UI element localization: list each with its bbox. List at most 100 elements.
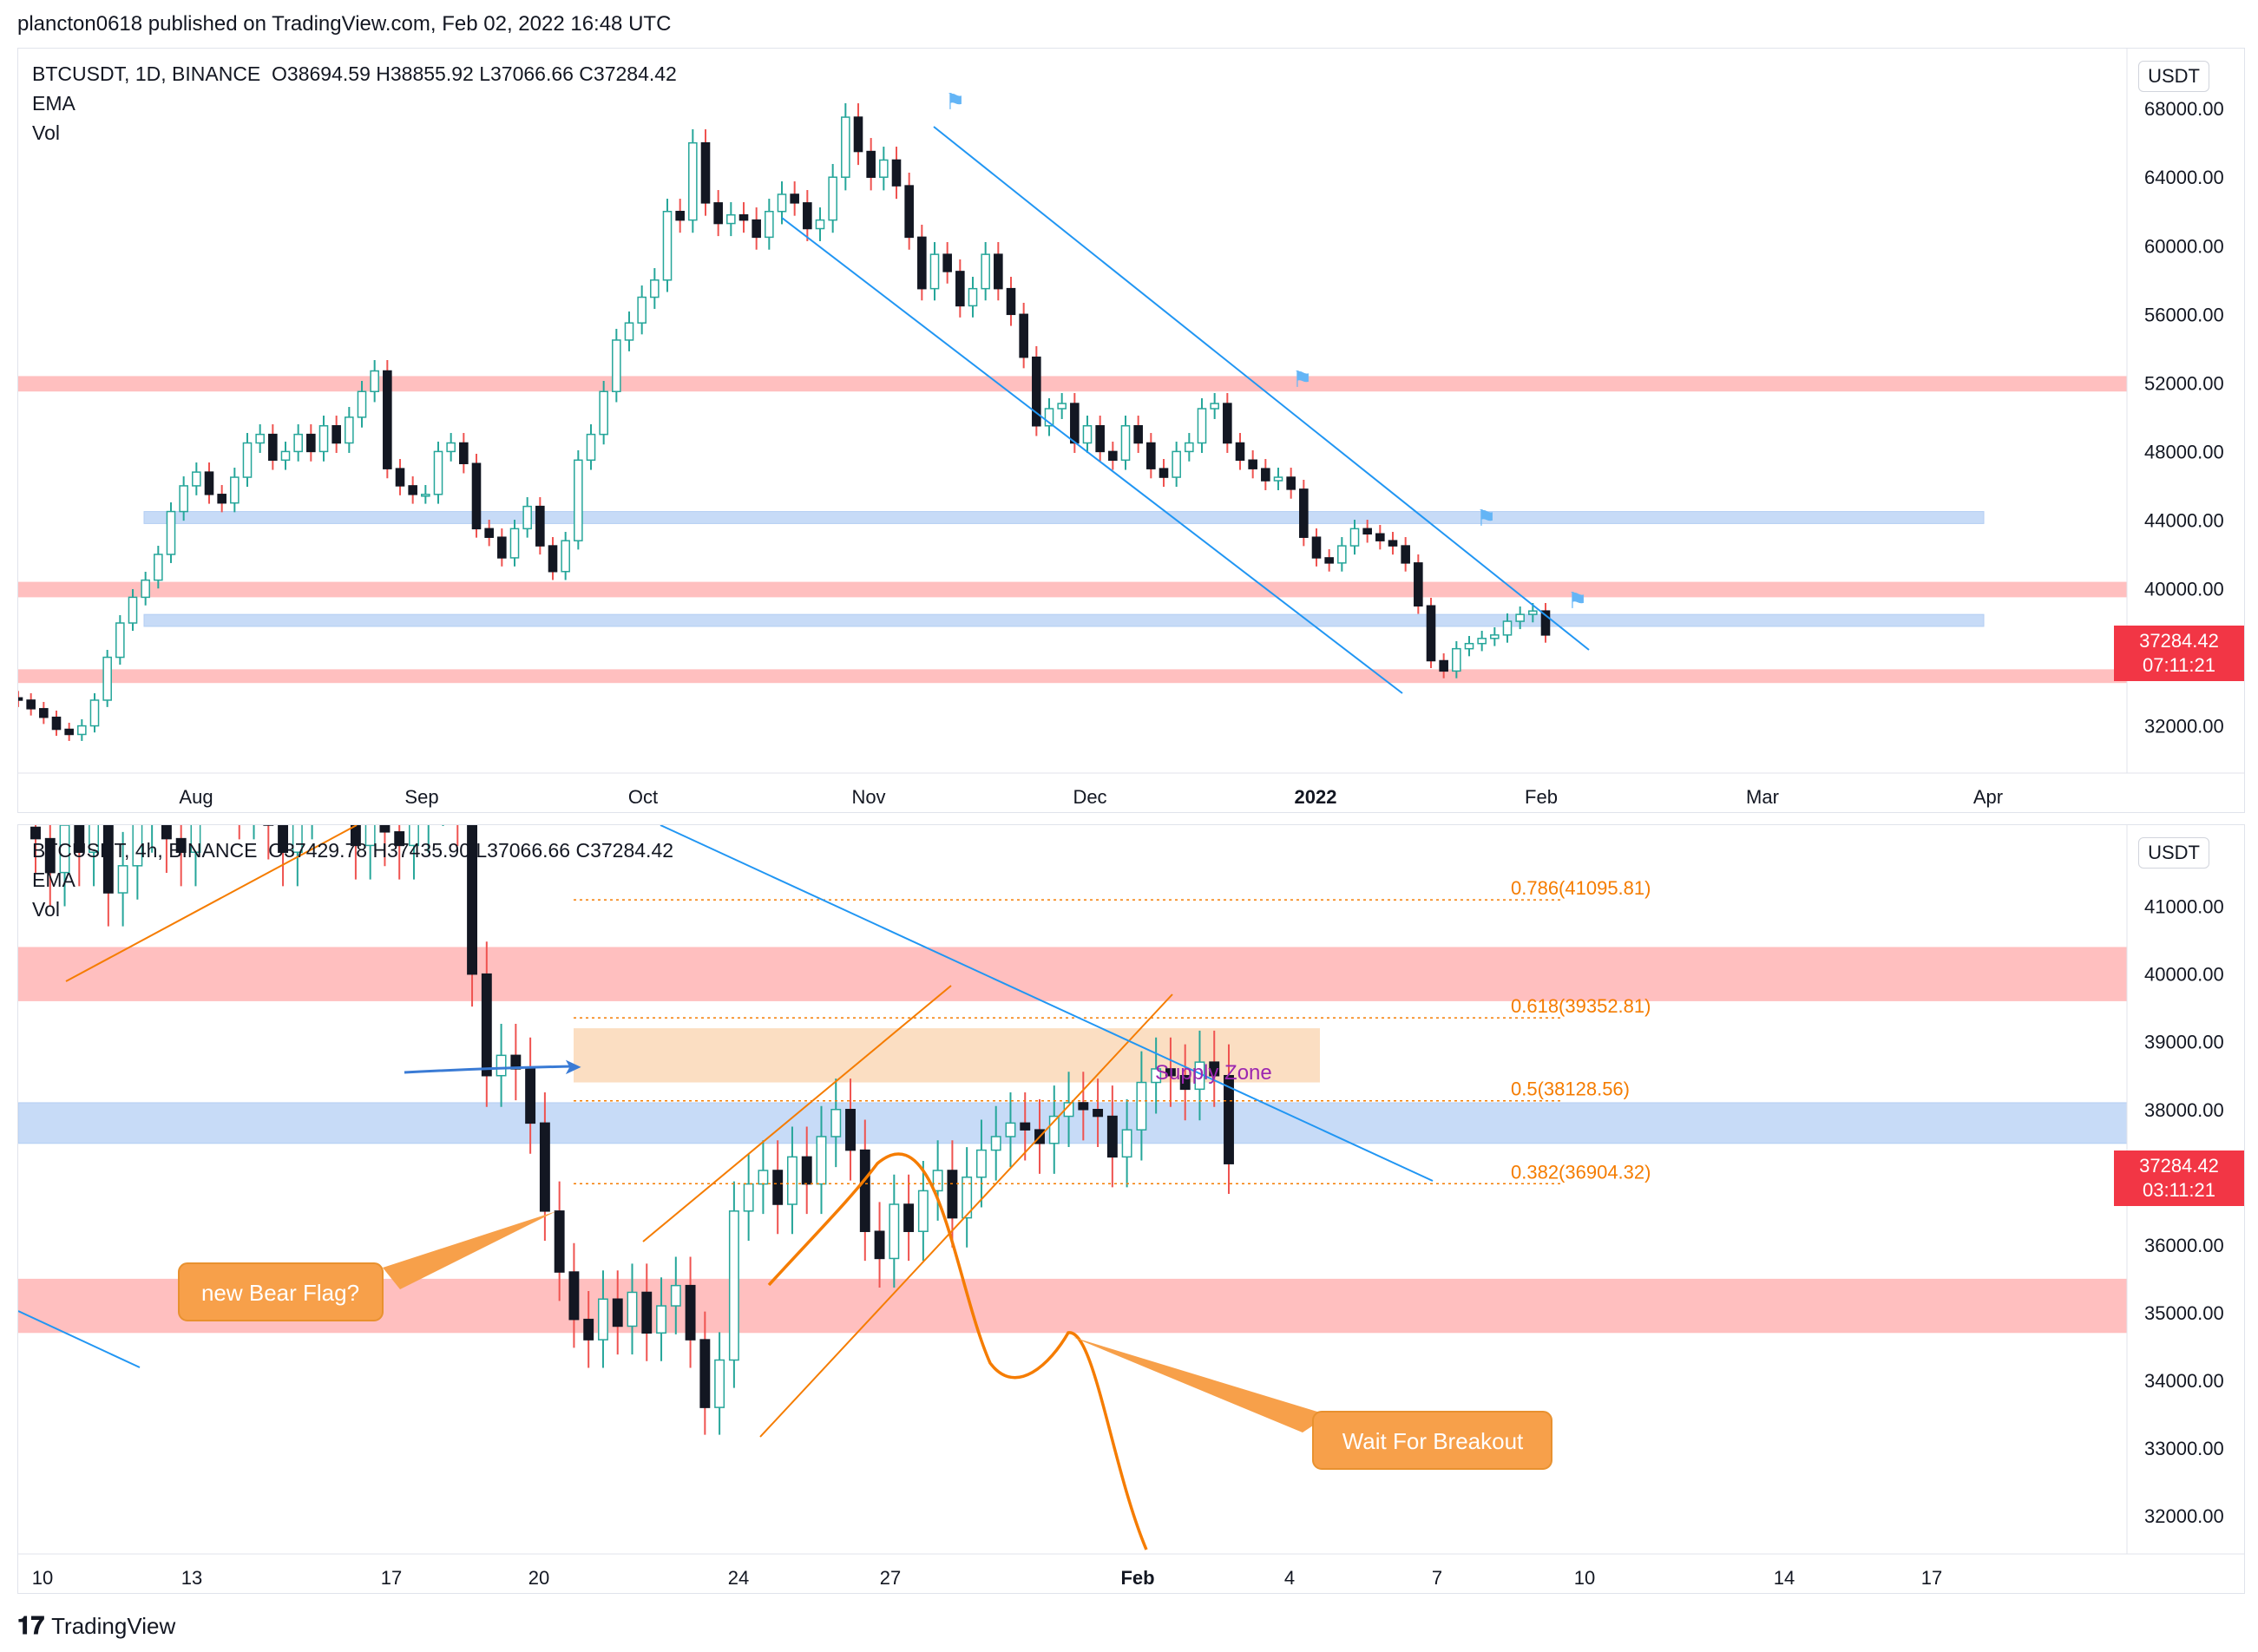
candle-body — [89, 825, 100, 853]
candle-body — [395, 468, 405, 487]
footer-brand[interactable]: 𝟏𝟕 TradingView — [17, 1612, 175, 1641]
daily-legend-ohlc: O38694.59 H38855.92 L37066.66 C37284.42 — [272, 62, 677, 85]
candle-body — [230, 476, 240, 504]
candle-body — [859, 1149, 870, 1232]
candle-body — [903, 1203, 915, 1232]
candle-body — [30, 826, 41, 840]
daily-price-tag: 37284.42 07:11:21 — [2114, 626, 2244, 681]
candle-body — [1401, 545, 1410, 564]
blue-arrow-line — [404, 1065, 574, 1074]
h4-down-trendline — [660, 825, 1434, 1182]
h4-chart-svg[interactable]: 41000.00 40000.00 39000.00 38000.00 36000.00… — [18, 825, 2244, 1593]
candle-body — [1426, 605, 1436, 662]
candle-body — [306, 433, 316, 453]
fib-level-label: 0.5(38128.56) — [1511, 1078, 1630, 1100]
candle-body — [990, 1136, 1001, 1151]
candle-body — [166, 510, 176, 555]
candle-body — [942, 253, 952, 272]
candle-body — [787, 1156, 798, 1205]
candle-body — [1223, 403, 1232, 444]
candle-body — [662, 210, 673, 281]
candle-body — [89, 699, 100, 727]
svg-h4-x-tick-label: 17 — [381, 1567, 402, 1589]
daily-legend-ema[interactable]: EMA — [32, 92, 75, 115]
candle-body — [904, 185, 914, 239]
candle-body — [874, 1230, 885, 1260]
candle-body — [962, 1177, 973, 1219]
candle-body — [102, 656, 112, 701]
candle-body — [624, 322, 634, 341]
candle-body — [1165, 1068, 1176, 1077]
h4-legend-ema[interactable]: EMA — [32, 869, 75, 891]
candle-body — [845, 1109, 856, 1151]
blue-arrow-head-icon: ➤ — [563, 1053, 582, 1079]
svg-h4-x-tick-label: 17 — [1921, 1567, 1942, 1589]
candle-body — [758, 1170, 769, 1185]
candle-body — [685, 1284, 696, 1341]
h4-flag-upper-line — [642, 985, 952, 1242]
candle-body — [1528, 610, 1538, 615]
daily-legend-symbol: BTCUSDT, 1D, BINANCE — [32, 62, 261, 85]
candle-body — [1151, 1068, 1162, 1084]
daily-touch-marker-icon: ⚑ — [1476, 505, 1496, 531]
daily-chart-svg[interactable]: 68000.00 64000.00 60000.00 56000.00 52000.00… — [18, 49, 2244, 812]
svg-daily-x-tick-label: Feb — [1525, 786, 1558, 808]
daily-touch-marker-icon: ⚑ — [1567, 587, 1587, 613]
candle-body — [561, 540, 570, 573]
candle-body — [132, 825, 143, 867]
tradingview-logo-icon: 𝟏𝟕 — [17, 1612, 45, 1639]
candle-body — [154, 554, 163, 581]
daily-price-tag-price: 37284.42 — [2139, 630, 2219, 652]
candle-body — [765, 210, 774, 239]
candle-body — [1136, 1081, 1147, 1131]
candle-body — [364, 825, 376, 847]
candle-body — [828, 176, 837, 221]
candle-body — [598, 1298, 608, 1341]
candle-body — [586, 433, 596, 462]
h4-legend-ohlc: O37429.78 H37435.90 L37066.66 C37284.42 — [268, 839, 674, 862]
candle-body — [1197, 408, 1207, 444]
h4-legend-vol[interactable]: Vol — [32, 898, 60, 921]
candle-body — [568, 1271, 580, 1321]
h4-currency-label[interactable]: USDT — [2138, 837, 2209, 869]
candle-body — [350, 825, 361, 847]
fib-level-label: 0.618(39352.81) — [1511, 995, 1651, 1017]
fib-level-label: 0.786(41095.81) — [1511, 877, 1651, 899]
candle-body — [670, 1284, 681, 1307]
candle-body — [128, 596, 138, 624]
h4-legend: BTCUSDT, 4h, BINANCE O37429.78 H37435.90… — [32, 836, 673, 924]
svg-h4-y-tick-label: 33000.00 — [2144, 1438, 2224, 1459]
candle-body — [728, 1210, 739, 1361]
candle-body — [522, 505, 532, 530]
candle-body — [484, 528, 494, 538]
h4-chart-panel[interactable]: 41000.00 40000.00 39000.00 38000.00 36000.00… — [17, 824, 2245, 1594]
bear-flag-callout-label: new Bear Flag? — [201, 1280, 359, 1306]
breakout-callout-label: Wait For Breakout — [1342, 1428, 1524, 1454]
daily-chart-panel[interactable]: 68000.00 64000.00 60000.00 56000.00 52000.00… — [17, 48, 2245, 813]
candle-body — [612, 339, 621, 392]
svg-daily-y-tick-label: 32000.00 — [2144, 716, 2224, 738]
candle-body — [1375, 533, 1385, 541]
candle-body — [1209, 1061, 1220, 1077]
svg-daily-y-tick-label: 40000.00 — [2144, 579, 2224, 600]
candle-body — [497, 536, 507, 559]
svg-daily-x-tick-label: Mar — [1746, 786, 1779, 808]
svg-daily-resistance-zone — [18, 376, 2127, 392]
daily-legend-vol[interactable]: Vol — [32, 121, 60, 144]
daily-currency-label[interactable]: USDT — [2138, 61, 2209, 92]
candle-body — [627, 1291, 638, 1328]
candle-body — [1020, 1122, 1031, 1131]
candle-body — [357, 390, 367, 418]
candle-body — [1095, 425, 1105, 453]
candle-body — [192, 471, 201, 487]
candle-body — [26, 699, 36, 710]
daily-legend: BTCUSDT, 1D, BINANCE O38694.59 H38855.92… — [32, 59, 677, 148]
candle-body — [278, 825, 289, 853]
svg-daily-y-tick-label: 52000.00 — [2144, 372, 2224, 394]
candle-body — [117, 865, 128, 894]
svg-daily-y-tick-label: 48000.00 — [2144, 441, 2224, 462]
candle-body — [726, 213, 736, 225]
candle-body — [1464, 642, 1474, 650]
bear-flag-callout-pointer — [383, 1211, 556, 1289]
h4-down-trendline-left — [18, 1310, 141, 1368]
